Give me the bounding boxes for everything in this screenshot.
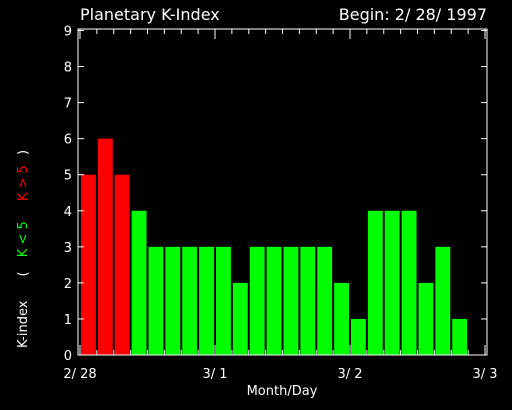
chart-subtitle: Begin: 2/ 28/ 1997	[339, 5, 487, 24]
ylabel-high: K > 5	[16, 165, 31, 201]
x-tick-label: 3/ 3	[472, 367, 497, 382]
bar	[266, 246, 282, 355]
bar	[367, 210, 383, 355]
bar	[300, 246, 316, 355]
bar	[418, 282, 434, 355]
y-tick-label: 8	[64, 61, 72, 76]
x-axis-label: Month/Day	[247, 384, 318, 399]
y-tick-label: 1	[64, 313, 72, 328]
y-tick-label: 3	[64, 241, 72, 256]
y-tick-label: 7	[64, 97, 72, 112]
bar	[384, 210, 400, 355]
y-tick-label: 6	[64, 133, 72, 148]
bar	[182, 246, 198, 355]
bar	[97, 138, 113, 355]
y-tick-label: 2	[64, 277, 72, 292]
x-tick-label: 2/ 28	[63, 367, 96, 382]
bar	[317, 246, 333, 355]
bar	[401, 210, 417, 355]
bar	[232, 282, 248, 355]
bar	[81, 174, 96, 355]
ylabel-kindex: K-index	[16, 300, 31, 348]
bar	[131, 210, 147, 355]
ylabel-open-paren: (	[16, 271, 31, 276]
ylabel-low: K < 5	[16, 221, 31, 257]
bar	[199, 246, 215, 355]
bar	[249, 246, 265, 355]
bar	[334, 282, 350, 355]
y-tick-label: 4	[64, 205, 72, 220]
bars-group	[81, 138, 468, 355]
bar	[283, 246, 299, 355]
bar	[114, 174, 130, 355]
svg-text:K-index ( K < 5: K-index ( K < 5 K > 5 )	[16, 150, 31, 348]
x-axis-ticks: 2/ 28 3/ 1 3/ 2 3/ 3	[63, 29, 498, 382]
y-tick-label: 9	[64, 25, 72, 40]
y-tick-label: 5	[64, 169, 72, 184]
ylabel-close-paren: )	[16, 150, 31, 155]
bar	[452, 318, 468, 355]
bar	[148, 246, 164, 355]
x-tick-label: 3/ 1	[202, 367, 227, 382]
chart-title: Planetary K-Index	[80, 5, 220, 24]
y-axis-ticks: 0 1 2 3 4 5 6 7 8 9	[64, 25, 487, 364]
bar	[216, 246, 231, 355]
bar	[165, 246, 181, 355]
y-axis-label: K-index ( K < 5 K > 5 )	[16, 150, 31, 348]
bar	[351, 318, 366, 355]
bar	[435, 246, 451, 355]
x-tick-label: 3/ 2	[337, 367, 362, 382]
y-tick-label: 0	[64, 349, 72, 364]
